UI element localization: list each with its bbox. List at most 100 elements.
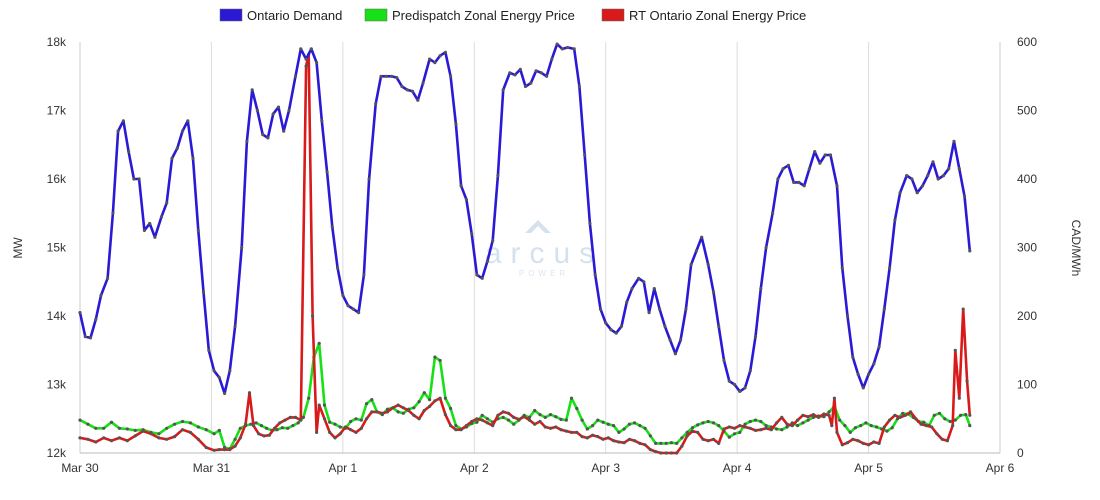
legend-swatch — [364, 8, 388, 22]
data-point — [217, 448, 221, 452]
data-point — [838, 418, 842, 422]
data-point — [449, 74, 453, 78]
data-point — [78, 418, 82, 422]
data-point — [941, 174, 946, 178]
data-point — [343, 425, 348, 429]
x-tick-label: Apr 3 — [591, 461, 620, 475]
data-point — [711, 290, 716, 294]
data-point — [148, 221, 152, 226]
data-point — [464, 197, 468, 202]
data-point — [428, 398, 432, 402]
data-point — [901, 411, 905, 415]
data-point — [117, 436, 121, 440]
data-point — [684, 307, 688, 311]
data-point — [247, 391, 252, 395]
x-tick-label: Apr 1 — [329, 461, 358, 475]
data-point — [354, 417, 358, 421]
data-point — [228, 448, 232, 452]
data-point — [614, 331, 618, 335]
data-point — [935, 432, 939, 436]
data-point — [627, 437, 632, 441]
legend-item[interactable]: Ontario Demand — [219, 8, 342, 23]
data-point — [759, 419, 763, 424]
data-point — [291, 424, 295, 428]
data-point — [325, 170, 329, 174]
data-point — [401, 411, 405, 415]
data-point — [391, 406, 395, 410]
data-point — [506, 411, 511, 415]
data-point — [315, 430, 319, 434]
axis-layer: Mar 30 Mar 31 Apr 1 Apr 2 Apr 3 Apr 4 Apr 5 Apr… — [47, 35, 1038, 475]
data-point — [257, 432, 261, 436]
data-point — [811, 413, 816, 417]
data-point — [422, 408, 426, 413]
data-point — [99, 293, 103, 297]
data-point — [898, 191, 902, 195]
data-point — [296, 421, 300, 425]
data-point — [764, 245, 768, 250]
data-point — [109, 439, 114, 443]
data-point — [307, 396, 311, 400]
data-point — [349, 428, 353, 432]
data-point — [951, 424, 955, 428]
data-point — [722, 427, 726, 431]
data-point — [449, 406, 453, 411]
legend-item[interactable]: Predispatch Zonal Energy Price — [364, 8, 575, 23]
data-point — [86, 422, 90, 426]
data-point — [538, 419, 542, 424]
data-point — [664, 451, 668, 455]
data-point — [543, 415, 547, 419]
data-point — [732, 432, 737, 436]
data-point — [817, 415, 821, 419]
data-point — [513, 73, 517, 77]
data-point — [654, 441, 658, 445]
data-point — [943, 417, 947, 421]
data-point — [173, 435, 177, 439]
data-point — [533, 408, 537, 413]
data-point — [727, 379, 731, 383]
data-point — [659, 441, 663, 445]
data-point — [743, 386, 747, 390]
data-point — [790, 424, 794, 428]
data-point — [267, 433, 271, 437]
grid-layer — [79, 42, 1001, 453]
data-point — [861, 441, 865, 445]
data-point — [459, 184, 463, 188]
data-point — [968, 413, 972, 417]
data-point — [301, 415, 305, 419]
legend-label: Ontario Demand — [247, 8, 342, 23]
data-point — [320, 119, 324, 123]
data-point — [238, 426, 242, 430]
data-point — [827, 410, 831, 414]
data-point — [654, 450, 658, 454]
data-point — [903, 413, 908, 417]
data-point — [957, 396, 961, 400]
data-point — [529, 81, 533, 85]
data-point — [250, 88, 254, 92]
data-point — [617, 430, 621, 434]
data-point — [117, 426, 121, 430]
legend: Ontario Demand Predispatch Zonal Energy P… — [219, 8, 806, 23]
data-point — [512, 422, 516, 426]
data-point — [370, 410, 374, 414]
data-point — [694, 249, 699, 253]
data-point — [840, 266, 844, 270]
data-point — [781, 167, 785, 171]
data-point — [560, 47, 564, 51]
data-point — [622, 441, 626, 445]
data-point — [288, 415, 292, 419]
data-point — [914, 417, 918, 421]
data-point — [196, 228, 200, 232]
data-point — [475, 417, 479, 421]
data-point — [696, 430, 700, 434]
legend-item[interactable]: RT Ontario Zonal Energy Price — [601, 8, 806, 23]
data-point — [706, 263, 710, 267]
x-tick-label: Mar 30 — [61, 461, 99, 475]
data-point — [606, 436, 610, 440]
data-point — [642, 280, 646, 284]
data-point — [196, 437, 200, 441]
data-point — [428, 57, 432, 61]
data-point — [797, 180, 801, 184]
data-point — [822, 412, 826, 416]
data-point — [874, 425, 879, 429]
